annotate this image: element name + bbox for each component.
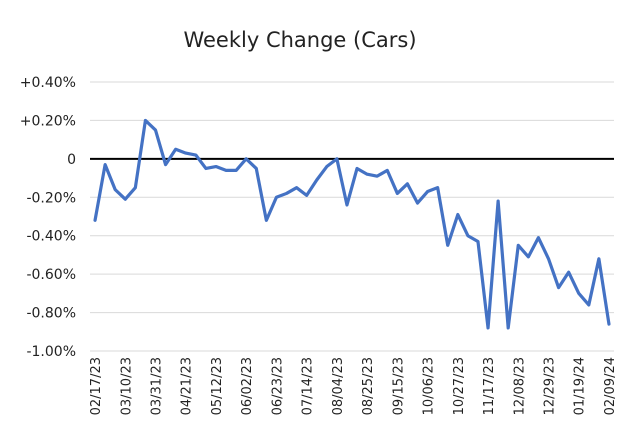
x-tick-label: 02/17/23	[89, 357, 104, 415]
chart-title: Weekly Change (Cars)	[183, 28, 417, 52]
x-tick-label: 12/08/23	[512, 357, 527, 415]
x-tick-label: 07/14/23	[301, 357, 316, 415]
x-tick-label: 06/02/23	[240, 357, 255, 415]
y-tick-label: -0.20%	[26, 190, 76, 206]
x-tick-label: 10/06/23	[422, 357, 437, 415]
series-line	[93, 118, 611, 330]
x-tick-label: 04/21/23	[180, 357, 195, 415]
y-tick-label: +0.20%	[20, 113, 76, 129]
x-tick-label: 10/27/23	[452, 357, 467, 415]
x-tick-label: 03/31/23	[150, 357, 165, 415]
y-tick-label: 0	[67, 152, 76, 168]
x-tick-label: 08/25/23	[361, 357, 376, 415]
y-tick-label: -0.80%	[26, 306, 76, 322]
x-tick-label: 06/23/23	[270, 357, 285, 415]
y-tick-label: -1.00%	[26, 344, 76, 360]
y-tick-label: +0.40%	[20, 75, 76, 91]
y-tick-label: -0.40%	[26, 229, 76, 245]
x-tick-label: 11/17/23	[482, 357, 497, 415]
x-tick-label: 09/15/23	[391, 357, 406, 415]
x-tick-label: 01/19/24	[573, 357, 588, 415]
y-tick-label: -0.60%	[26, 267, 76, 283]
x-tick-label: 08/04/23	[331, 357, 346, 415]
x-tick-label: 03/10/23	[119, 357, 134, 415]
x-tick-label: 12/29/23	[543, 357, 558, 415]
x-tick-label: 02/09/24	[603, 357, 618, 415]
x-tick-label: 05/12/23	[210, 357, 225, 415]
